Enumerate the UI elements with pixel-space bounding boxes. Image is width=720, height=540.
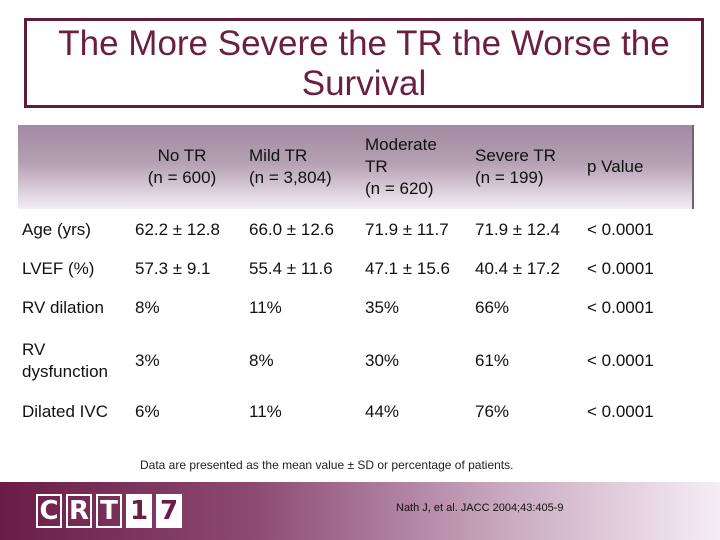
table-row: RV dysfunction 3% 8% 30% 61% < 0.0001 [18,329,694,393]
table-cell: 35% [365,298,400,317]
table-cell: 44% [365,402,400,421]
logo-letter: 1 [126,494,152,528]
table-cell: 66% [475,298,510,317]
logo-letter: 7 [156,494,182,528]
citation: Nath J, et al. JACC 2004;43:405-9 [396,502,564,514]
table-cell: 66.0 ± 12.6 [249,220,334,239]
header-cell-p-value: p Value [587,125,692,209]
row-label: Dilated IVC [22,402,108,421]
row-label: Age (yrs) [22,220,91,239]
header-line: (n = 620) [365,179,434,198]
header-line: (n = 199) [475,168,544,187]
table-cell: < 0.0001 [587,402,654,421]
title-box: The More Severe the TR the Worse the Sur… [24,18,704,108]
header-line: Severe TR [475,146,556,165]
header-line: No TR [157,146,207,165]
header-line: p Value [587,157,644,176]
table-cell: < 0.0001 [587,220,654,239]
crt17-logo: C R T 1 7 [36,494,182,528]
logo-letter: R [66,494,92,528]
logo-letter: C [36,494,62,528]
header-cell-no-tr: No TR (n = 600) [126,125,238,209]
row-label: RV dilation [22,298,104,317]
header-cell-severe-tr: Severe TR (n = 199) [475,125,585,209]
table-cell: 57.3 ± 9.1 [135,259,211,278]
table-cell: < 0.0001 [587,351,654,370]
table-cell: 8% [135,298,160,317]
row-label: RV dysfunction [22,340,108,381]
table-cell: 3% [135,351,160,370]
table-cell: 55.4 ± 11.6 [249,259,333,278]
table-cell: 30% [365,351,400,370]
header-cell-empty [22,125,132,209]
header-cell-mild-tr: Mild TR (n = 3,804) [249,125,364,209]
table-cell: 11% [249,402,282,421]
table-cell: 71.9 ± 11.7 [365,220,449,239]
data-table: No TR (n = 600) Mild TR (n = 3,804) Mode… [18,125,694,431]
table-cell: 76% [475,402,510,421]
table-cell: < 0.0001 [587,259,654,278]
table-row: RV dilation 8% 11% 35% 66% < 0.0001 [18,287,694,329]
slide-title-line-2: Survival [301,64,427,103]
table-cell: 71.9 ± 12.4 [475,220,560,239]
table-cell: 6% [135,402,160,421]
header-line: TR [365,157,388,176]
table-cell: 62.2 ± 12.8 [135,220,220,239]
slide-title-line-1: The More Severe the TR the Worse the [58,24,670,63]
header-cell-moderate-tr: Moderate TR (n = 620) [365,125,473,209]
table-cell: 40.4 ± 17.2 [475,259,560,278]
header-line: Mild TR [249,146,308,165]
table-row: LVEF (%) 57.3 ± 9.1 55.4 ± 11.6 47.1 ± 1… [18,251,694,287]
table-header-row: No TR (n = 600) Mild TR (n = 3,804) Mode… [18,125,694,209]
table-row: Age (yrs) 62.2 ± 12.8 66.0 ± 12.6 71.9 ±… [18,209,694,251]
table-cell: 11% [249,298,282,317]
footnote: Data are presented as the mean value ± S… [140,458,514,472]
row-label: LVEF (%) [22,259,95,278]
header-line: Moderate [365,135,437,154]
table-cell: 47.1 ± 15.6 [365,259,450,278]
logo-letter: T [96,494,122,528]
table-row: Dilated IVC 6% 11% 44% 76% < 0.0001 [18,393,694,431]
header-line: (n = 600) [147,168,217,187]
table-cell: 8% [249,351,274,370]
header-line: (n = 3,804) [249,168,332,187]
table-cell: < 0.0001 [587,298,654,317]
table-cell: 61% [475,351,510,370]
